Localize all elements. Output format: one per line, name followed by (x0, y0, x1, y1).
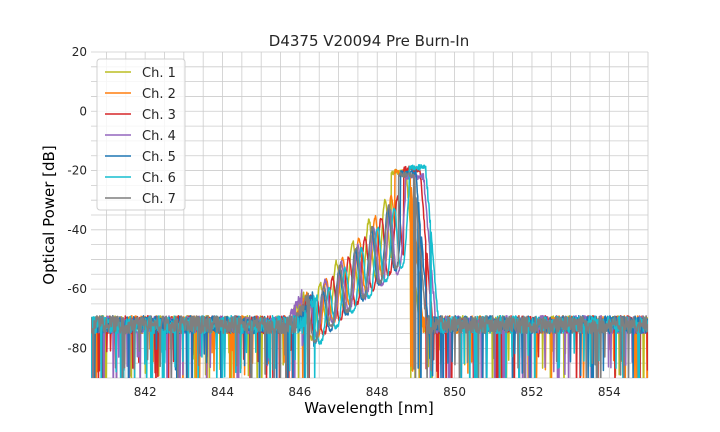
y-tick-label: -60 (67, 282, 87, 296)
y-axis-label: Optical Power [dB] (40, 145, 58, 284)
y-tick-label: 0 (79, 104, 87, 118)
legend-label: Ch. 5 (142, 150, 176, 165)
x-tick-label: 846 (288, 385, 311, 399)
legend: Ch. 1 Ch. 2 Ch. 3 Ch. 4 Ch. 5 Ch. 6 Ch. 7 (96, 58, 186, 211)
y-tick-label: -40 (67, 223, 87, 237)
x-tick-label: 842 (134, 385, 157, 399)
chart-title: D4375 V20094 Pre Burn-In (269, 32, 469, 50)
x-axis-label: Wavelength [nm] (304, 399, 434, 417)
x-tick-label: 852 (521, 385, 544, 399)
legend-label: Ch. 2 (142, 87, 176, 102)
y-tick-label: -20 (67, 164, 87, 178)
series-line-ch7 (91, 171, 648, 378)
y-tick-labels: -80 -60 -40 -20 0 20 (67, 45, 87, 355)
x-tick-label: 854 (598, 385, 621, 399)
legend-box (96, 58, 186, 211)
y-tick-label: 20 (72, 45, 87, 59)
legend-label: Ch. 1 (142, 66, 176, 81)
x-tick-label: 850 (443, 385, 466, 399)
series-lines (91, 163, 648, 378)
x-tick-label: 844 (211, 385, 234, 399)
x-tick-label: 848 (366, 385, 389, 399)
y-tick-label: -80 (67, 341, 87, 355)
x-tick-labels: 842 844 846 848 850 852 854 (134, 385, 621, 399)
legend-label: Ch. 7 (142, 192, 176, 207)
legend-label: Ch. 4 (142, 129, 176, 144)
legend-label: Ch. 6 (142, 171, 176, 186)
legend-label: Ch. 3 (142, 108, 176, 123)
